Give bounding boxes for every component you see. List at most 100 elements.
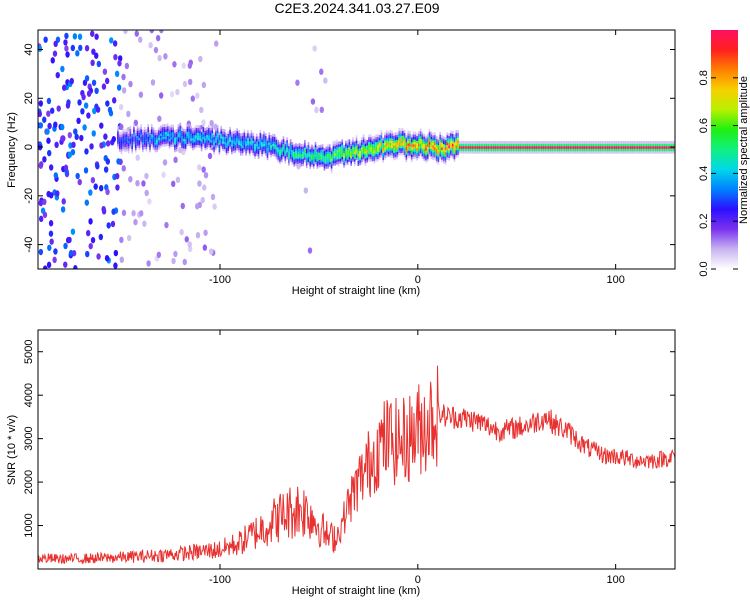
spectrogram-cell (426, 146, 429, 150)
spectrogram-cell (391, 147, 393, 151)
spectrogram-cell (633, 143, 636, 147)
spectrogram-cell (220, 138, 222, 142)
spectrogram-cell (610, 148, 612, 152)
spectrogram-cell (163, 124, 166, 128)
spectrogram-cell (222, 148, 224, 152)
spectrogram-cell (162, 159, 168, 166)
spectrogram-cell (384, 139, 386, 143)
spectrogram-cell (450, 147, 452, 151)
spectrogram-cell (508, 150, 511, 154)
spectrogram-cell (366, 149, 368, 153)
spectrogram-cell (547, 148, 550, 152)
spectrogram-cell (330, 170, 333, 174)
spectrogram-cell (478, 143, 481, 147)
spectrogram-cell (464, 150, 466, 154)
spectrogram-cell (421, 138, 424, 142)
spectrogram-cell (334, 145, 336, 149)
spectrogram-cell (426, 153, 429, 157)
spectrogram-cell (273, 138, 276, 142)
spectrogram-cell (90, 30, 95, 37)
spectrogram-cell (633, 140, 636, 144)
spectrogram-cell (289, 156, 292, 160)
spectrogram-cell (280, 154, 283, 158)
spectrogram-cell (537, 150, 539, 154)
spectrogram-cell (296, 160, 299, 164)
spectrogram-cell (640, 150, 643, 154)
spectrogram-cell (264, 152, 267, 156)
spectrogram-cell (234, 147, 237, 151)
spectrogram-cell (204, 137, 206, 141)
spectrogram-cell (553, 148, 555, 152)
spectrogram-cell (672, 150, 675, 154)
spectrogram-cell (161, 126, 164, 130)
spectrogram-cell (188, 143, 190, 147)
spectrogram-cell (437, 151, 440, 155)
spectrogram-cell (387, 148, 390, 152)
spectrogram-cell (312, 156, 315, 159)
spectrogram-cell (127, 133, 130, 137)
spectrogram-cell (222, 131, 224, 135)
spectrogram-x-label: Height of straight line (km) (292, 285, 420, 297)
spectrogram-cell (653, 145, 655, 149)
spectrogram-cell (531, 150, 534, 154)
spectrogram-cell (156, 144, 158, 148)
spectrogram-cell (339, 148, 342, 152)
spectrogram-cell (291, 151, 294, 155)
spectrogram-cell (345, 145, 347, 149)
spectrogram-cell (430, 136, 433, 140)
spectrogram-cell (426, 141, 429, 145)
spectrogram-cell (601, 150, 604, 154)
spectrogram-cell (216, 132, 219, 136)
spectrogram-cell (560, 150, 563, 154)
spectrogram-cell (254, 153, 256, 157)
spectrogram-cell (186, 138, 189, 142)
spectrogram-cell (491, 143, 493, 147)
spectrogram-cell (216, 125, 219, 129)
spectrogram-cell (604, 145, 607, 149)
spectrogram-cell (519, 140, 522, 144)
spectrogram-cell (329, 161, 331, 165)
spectrogram-cell (248, 140, 251, 144)
spectrogram-cell (547, 145, 550, 149)
spectrogram-cell (521, 148, 523, 152)
spectrogram-cell (512, 145, 514, 149)
spectrogram-cell (222, 145, 224, 149)
spectrogram-cell (188, 138, 190, 142)
spectrogram-cell (423, 153, 425, 157)
spectrogram-cell (426, 148, 429, 152)
spectrogram-cell (320, 156, 322, 160)
spectrogram-cell (608, 143, 611, 147)
spectrogram-cell (378, 149, 381, 153)
spectrogram-cell (441, 151, 443, 155)
spectrogram-cell (320, 144, 322, 148)
spectrogram-cell (127, 147, 130, 151)
spectrogram-cell (165, 136, 167, 140)
spectrogram-cell (291, 161, 294, 165)
spectrogram-cell (407, 155, 409, 159)
spectrogram-cell (116, 158, 121, 165)
spectrogram-cell (364, 160, 367, 164)
spectrogram-cell (410, 134, 413, 138)
spectrogram-cell (451, 150, 454, 154)
spectrogram-cell (61, 198, 66, 205)
spectrogram-cell (259, 142, 262, 146)
spectrogram-cell (84, 148, 89, 155)
spectrogram-cell (127, 135, 130, 139)
spectrogram-cell (460, 143, 463, 147)
spectrogram-cell (298, 157, 301, 161)
spectrogram-cell (346, 142, 349, 146)
spectrogram-cell (476, 140, 479, 144)
spectrogram-cell (546, 150, 548, 154)
spectrogram-cell (88, 189, 93, 196)
spectrogram-cell (213, 131, 215, 135)
spectrogram-cell (387, 153, 390, 157)
spectrogram-cell (71, 141, 76, 149)
spectrogram-cell (533, 145, 536, 149)
spectrogram-cell (256, 145, 258, 149)
spectrogram-cell (296, 148, 299, 152)
spectrogram-cell (252, 142, 255, 146)
spectrogram-cell (279, 161, 281, 165)
spectrogram-cell (218, 139, 221, 143)
spectrogram-cell (273, 146, 276, 150)
spectrogram-cell (441, 139, 443, 143)
